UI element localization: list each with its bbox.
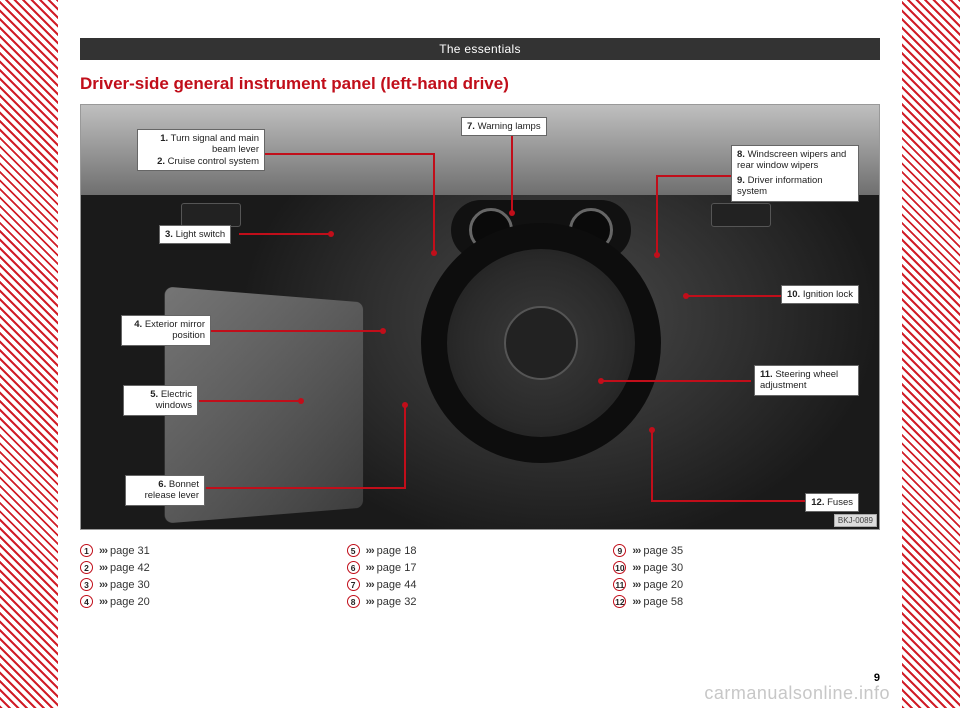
ref-number: 3 (80, 578, 93, 591)
arrows-icon: ››› (366, 596, 374, 608)
refs-col-1: 1›››page 31 2›››page 42 3›››page 30 4›››… (80, 540, 347, 612)
page-reference-list: 1›››page 31 2›››page 42 3›››page 30 4›››… (80, 540, 880, 612)
page-ref: 4 ›››page 20 (80, 595, 347, 608)
ref-page: page 44 (377, 579, 417, 591)
callout-5: 5. Electric windows (123, 385, 198, 416)
ref-page: page 20 (643, 579, 683, 591)
ref-number: 2 (80, 561, 93, 574)
ref-number: 9 (613, 544, 626, 557)
arrows-icon: ››› (99, 562, 107, 574)
air-vent (181, 203, 241, 227)
leader-line (211, 330, 381, 332)
page-header: The essentials (80, 38, 880, 60)
ref-page: page 42 (110, 562, 150, 574)
page-ref: 3 ›››page 30 (80, 578, 347, 591)
leader-dot (683, 293, 689, 299)
arrows-icon: ››› (632, 596, 640, 608)
page-ref: 8 ›››page 32 (347, 595, 614, 608)
page-ref: 1 ›››page 31 (80, 544, 347, 557)
air-vent (711, 203, 771, 227)
leader-line (404, 405, 406, 489)
arrows-icon: ››› (99, 596, 107, 608)
callout-7: 7. Warning lamps (461, 117, 547, 136)
ref-number: 6 (347, 561, 360, 574)
page-ref: 9 ›››page 35 (613, 544, 880, 557)
dashboard-figure: 1. Turn signal and main beam lever 2. Cr… (80, 104, 880, 530)
ref-page: page 32 (377, 596, 417, 608)
leader-line (651, 430, 653, 502)
ref-page: page 35 (643, 545, 683, 557)
ref-page: page 18 (377, 545, 417, 557)
ref-page: page 30 (643, 562, 683, 574)
callout-6: 6. Bonnet release lever (125, 475, 205, 506)
leader-dot (654, 252, 660, 258)
refs-col-3: 9›››page 35 10›››page 30 11›››page 20 12… (613, 540, 880, 612)
callout-11: 11. Steering wheel adjustment (754, 365, 859, 396)
hatch-border-left (0, 0, 58, 708)
leader-dot (402, 402, 408, 408)
ref-page: page 31 (110, 545, 150, 557)
leader-line (601, 380, 751, 382)
arrows-icon: ››› (632, 545, 640, 557)
leader-dot (298, 398, 304, 404)
leader-dot (509, 210, 515, 216)
page-ref: 11 ›››page 20 (613, 578, 880, 591)
callout-12: 12. Fuses (805, 493, 859, 512)
leader-dot (431, 250, 437, 256)
section-title: Driver-side general instrument panel (le… (80, 74, 880, 94)
arrows-icon: ››› (99, 545, 107, 557)
page-ref: 12 ›››page 58 (613, 595, 880, 608)
leader-line (199, 400, 299, 402)
ref-number: 8 (347, 595, 360, 608)
leader-line (511, 133, 513, 213)
page-ref: 7 ›››page 44 (347, 578, 614, 591)
ref-number: 1 (80, 544, 93, 557)
arrows-icon: ››› (366, 545, 374, 557)
callout-8-9: 8. Windscreen wipers and rear window wip… (731, 145, 859, 202)
leader-dot (598, 378, 604, 384)
steering-wheel (421, 223, 661, 463)
watermark: carmanualsonline.info (704, 683, 890, 704)
arrows-icon: ››› (632, 579, 640, 591)
hatch-border-right (902, 0, 960, 708)
page-ref: 6 ›››page 17 (347, 561, 614, 574)
callout-4: 4. Exterior mirror position (121, 315, 211, 346)
leader-line (433, 153, 435, 253)
callout-3: 3. Light switch (159, 225, 231, 244)
refs-col-2: 5›››page 18 6›››page 17 7›››page 44 8›››… (347, 540, 614, 612)
arrows-icon: ››› (632, 562, 640, 574)
ref-page: page 30 (110, 579, 150, 591)
leader-dot (328, 231, 334, 237)
callout-10: 10. Ignition lock (781, 285, 859, 304)
leader-line (656, 175, 658, 255)
leader-line (265, 153, 435, 155)
ref-page: page 58 (643, 596, 683, 608)
page-ref: 2 ›››page 42 (80, 561, 347, 574)
arrows-icon: ››› (366, 579, 374, 591)
leader-line (656, 175, 731, 177)
arrows-icon: ››› (366, 562, 374, 574)
ref-number: 11 (613, 578, 626, 591)
ref-page: page 17 (377, 562, 417, 574)
ref-page: page 20 (110, 596, 150, 608)
figure-code: BKJ-0089 (834, 514, 877, 527)
page-ref: 10 ›››page 30 (613, 561, 880, 574)
arrows-icon: ››› (99, 579, 107, 591)
leader-line (651, 500, 821, 502)
callout-1-2: 1. Turn signal and main beam lever 2. Cr… (137, 129, 265, 171)
leader-line (206, 487, 406, 489)
ref-number: 5 (347, 544, 360, 557)
leader-dot (649, 427, 655, 433)
page-ref: 5 ›››page 18 (347, 544, 614, 557)
page: The essentials Driver-side general instr… (58, 20, 902, 688)
leader-dot (380, 328, 386, 334)
ref-number: 7 (347, 578, 360, 591)
leader-line (239, 233, 329, 235)
ref-number: 4 (80, 595, 93, 608)
ref-number: 10 (613, 561, 626, 574)
ref-number: 12 (613, 595, 626, 608)
